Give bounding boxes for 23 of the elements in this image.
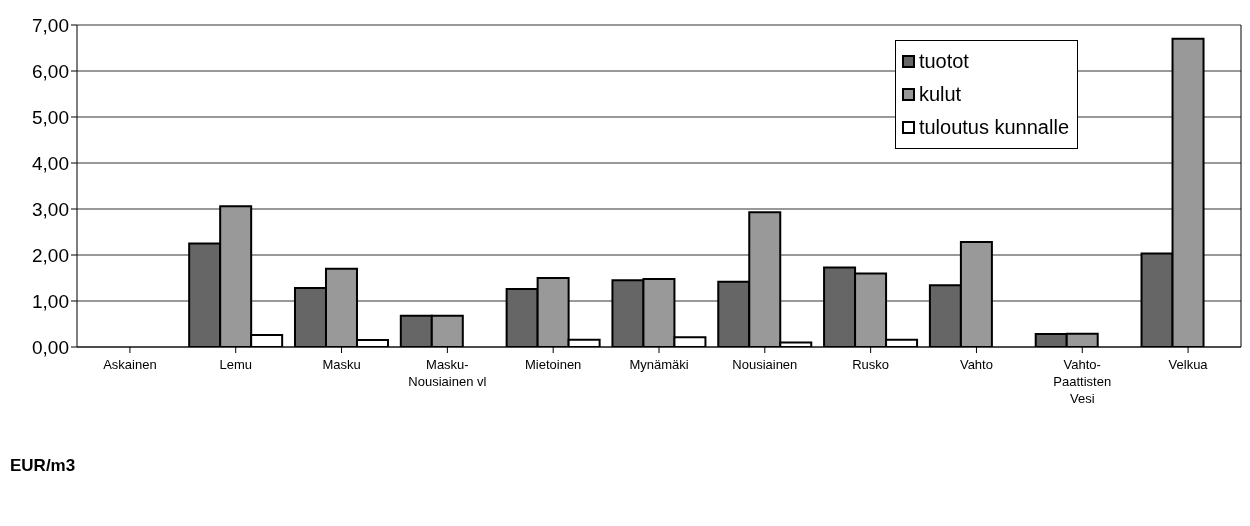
y-tick-label: 3,00 — [32, 198, 69, 220]
legend-label: tuloutus kunnalle — [918, 116, 1069, 139]
x-tick-label: Mietoinen — [524, 357, 582, 372]
x-tick-label: Nousiainen — [732, 357, 798, 372]
x-tick-label: Askainen — [103, 357, 157, 372]
y-tick-label: 1,00 — [32, 290, 69, 312]
legend-label: tuotot — [918, 50, 969, 73]
x-tick-label: Velkua — [1168, 357, 1209, 372]
y-tick-label: 0,00 — [32, 336, 69, 358]
y-tick-label: 2,00 — [32, 244, 69, 266]
x-tick-label: Masku-Nousiainen vl — [408, 357, 487, 389]
y-tick-label: 7,00 — [32, 14, 69, 36]
legend-label: kulut — [918, 83, 962, 106]
x-tick-label: Masku — [322, 357, 361, 372]
x-tick-label: Mynämäki — [629, 357, 689, 372]
y-tick-label: 4,00 — [32, 152, 69, 174]
x-tick-label: Vahto — [959, 357, 993, 372]
y-tick-label: 5,00 — [32, 106, 69, 128]
y-axis-title: EUR/m3 — [10, 456, 76, 476]
x-tick-label: Vahto-Paattisten Vesi — [1053, 357, 1112, 406]
y-tick-label: 6,00 — [32, 60, 69, 82]
x-tick-label: Lemu — [219, 357, 252, 372]
x-tick-label: Rusko — [852, 357, 890, 372]
